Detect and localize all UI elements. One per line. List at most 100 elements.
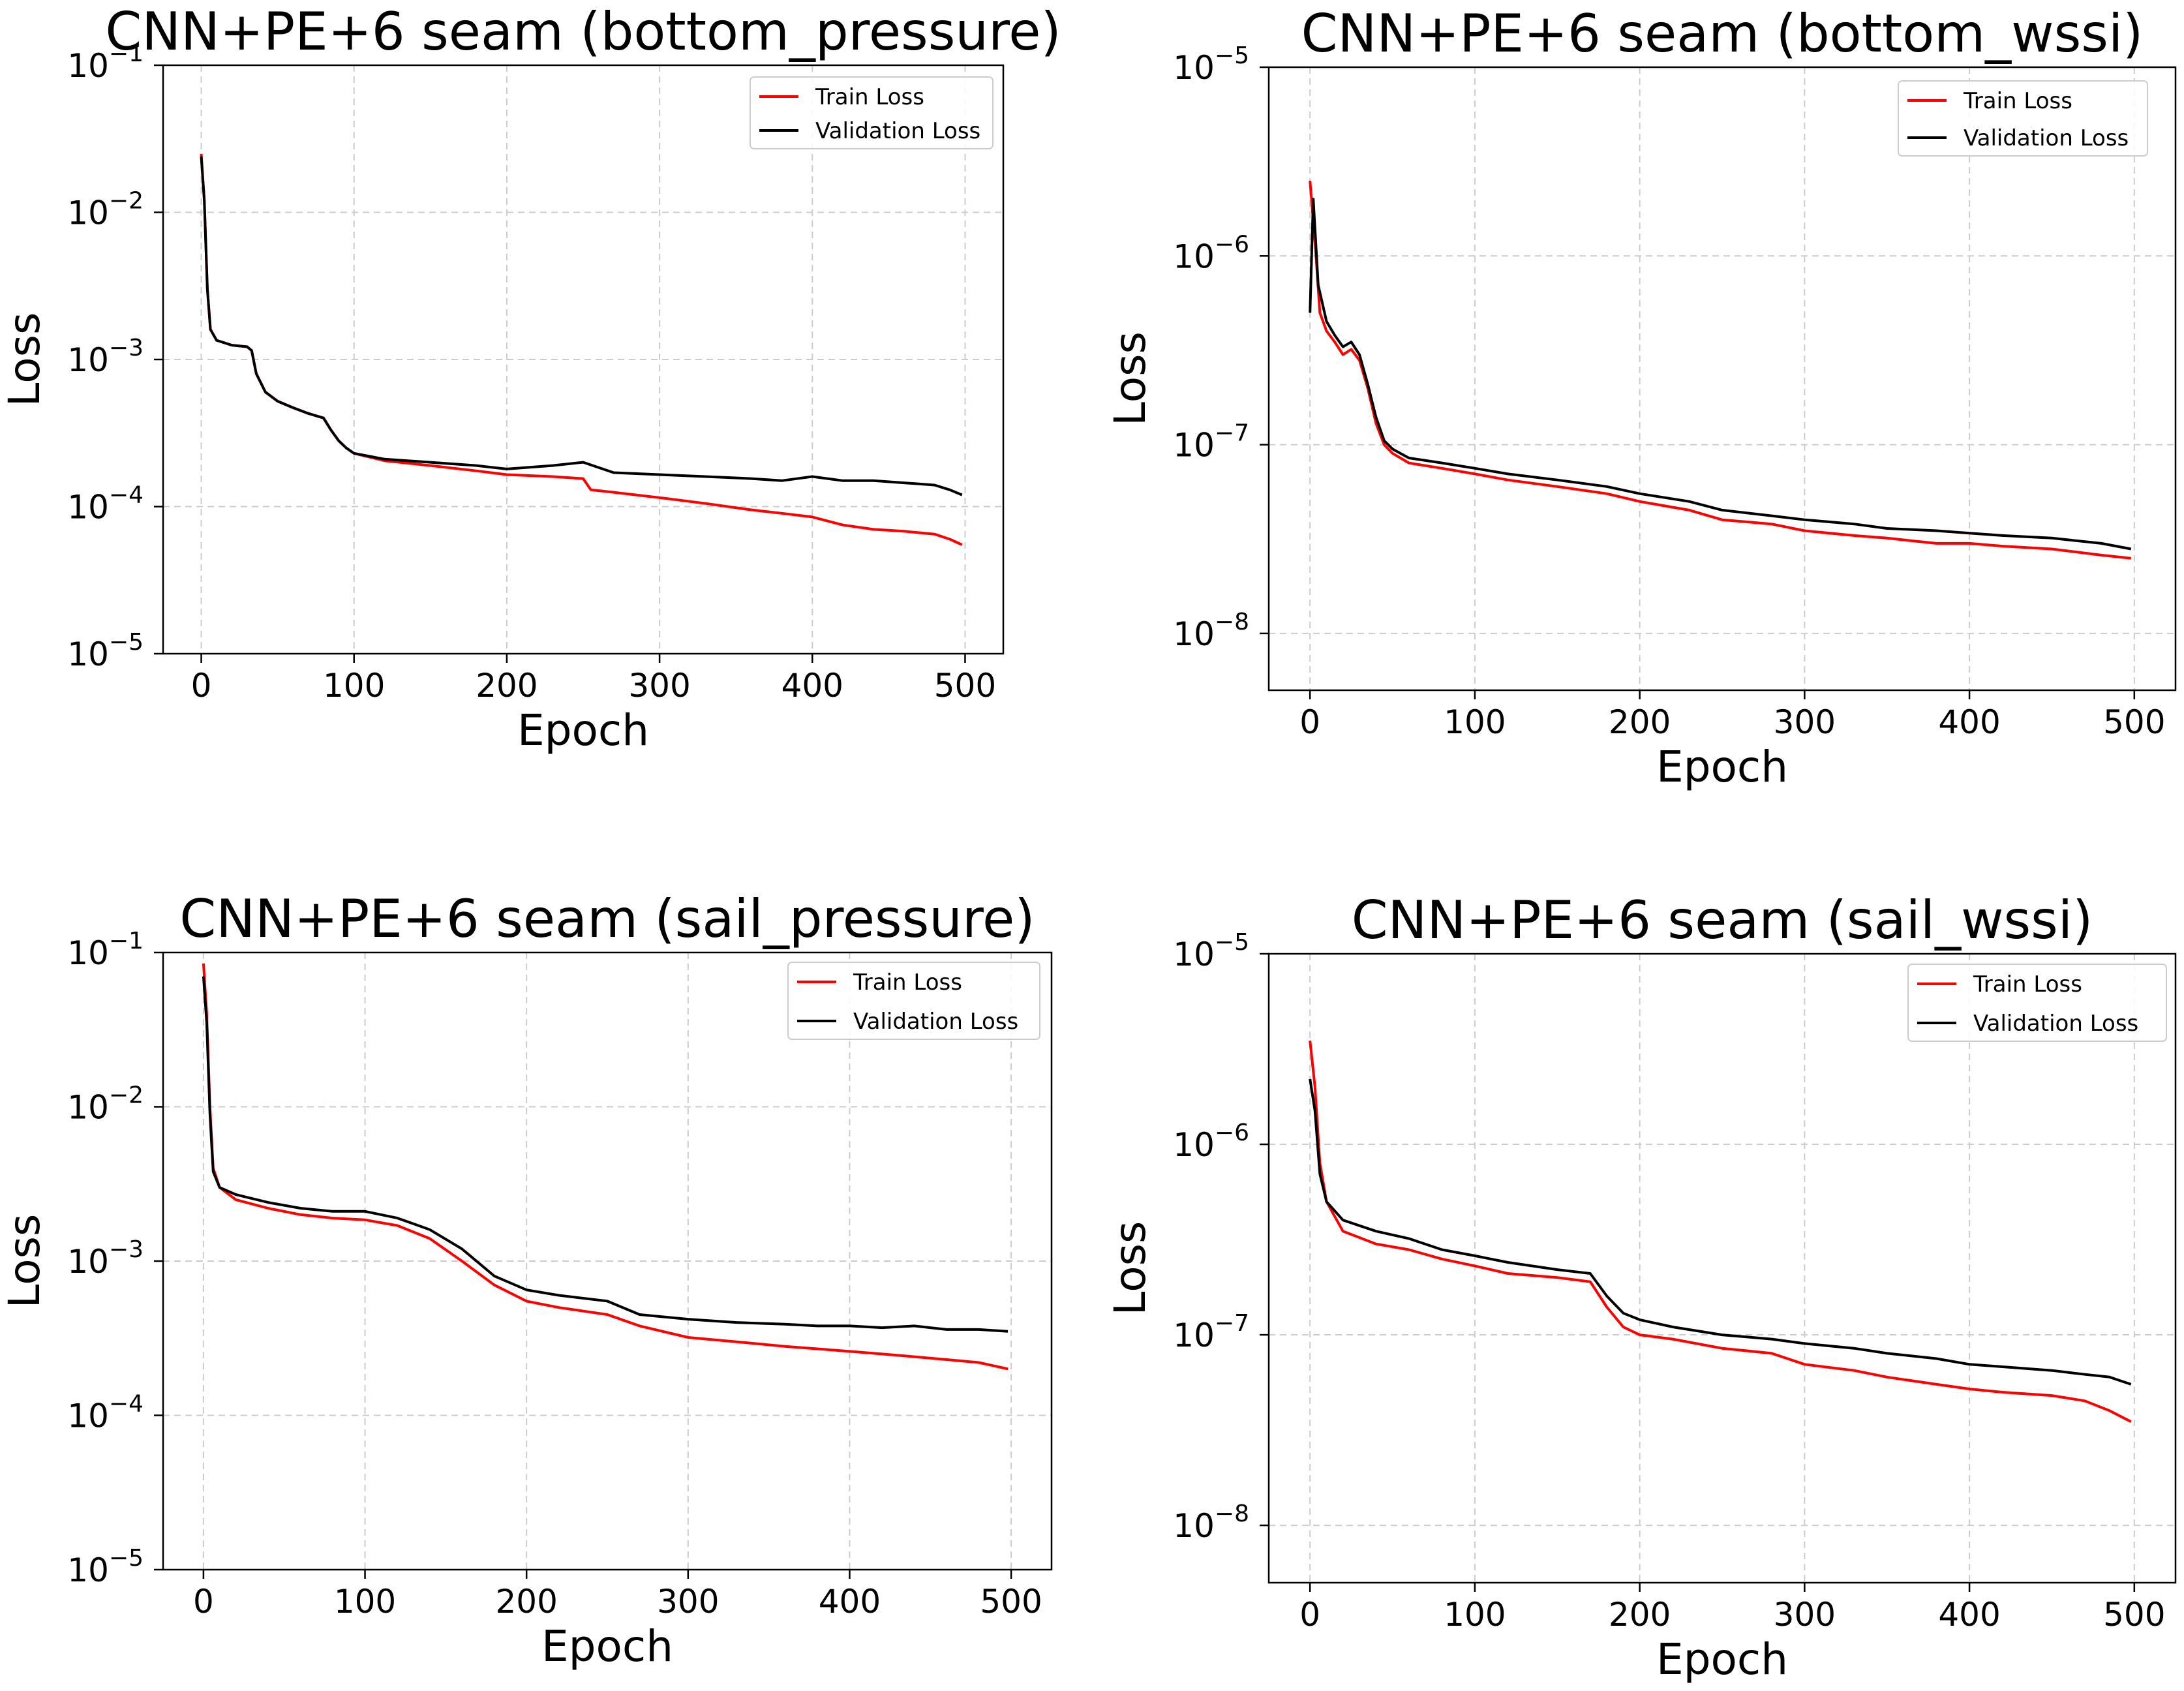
legend-box xyxy=(1907,964,2167,1042)
y-tick-exponent: −5 xyxy=(1215,929,1249,956)
y-tick-base: 10 xyxy=(67,194,109,232)
x-tick-label: 100 xyxy=(1444,1596,1506,1634)
chart-panel-1: 0 100 200 300 400 50010−510−410−310−210−1CNN+… xyxy=(0,1,1061,755)
x-tick-label: 200 xyxy=(1609,703,1671,741)
y-tick-exponent: −2 xyxy=(109,1082,144,1109)
y-tick-label: 10−1 xyxy=(67,40,144,85)
legend-label: Validation Loss xyxy=(1964,125,2129,151)
x-tick-label: 200 xyxy=(1609,1596,1671,1634)
y-tick-label: 10−5 xyxy=(67,629,144,673)
y-tick-base: 10 xyxy=(67,1089,109,1127)
x-tick-label: 500 xyxy=(934,667,996,705)
y-tick-label: 10−1 xyxy=(67,928,144,972)
legend-label: Train Loss xyxy=(815,84,924,110)
y-tick-exponent: −8 xyxy=(1215,1501,1249,1527)
legend-label: Validation Loss xyxy=(853,1009,1018,1035)
x-tick-label: 500 xyxy=(2103,1596,2165,1634)
legend: Train Loss Validation Loss xyxy=(1898,80,2148,157)
y-tick-label: 10−2 xyxy=(67,188,144,232)
chart-title: CNN+PE+6 seam (sail_wssi) xyxy=(1352,890,2093,951)
y-tick-exponent: −7 xyxy=(1215,420,1249,447)
y-tick-base: 10 xyxy=(67,1551,109,1589)
x-tick-label: 400 xyxy=(781,667,843,705)
x-tick-label: 400 xyxy=(1938,703,2000,741)
y-tick-label: 10−6 xyxy=(1173,231,1249,275)
series-line-validation xyxy=(1309,198,2132,551)
legend-label: Train Loss xyxy=(1963,88,2072,114)
x-tick-label: 300 xyxy=(628,667,690,705)
x-axis-label: Epoch xyxy=(517,705,649,755)
legend: Train Loss Validation Loss xyxy=(1907,964,2167,1042)
series-line-train xyxy=(1309,1040,2132,1423)
y-tick-exponent: −3 xyxy=(109,1236,144,1263)
y-tick-base: 10 xyxy=(67,1243,109,1281)
legend-label: Validation Loss xyxy=(815,118,980,144)
legend-box xyxy=(1898,80,2148,157)
y-axis-label: Loss xyxy=(0,312,50,407)
y-tick-base: 10 xyxy=(1173,615,1215,653)
y-tick-base: 10 xyxy=(1173,1126,1215,1164)
y-tick-label: 10−8 xyxy=(1173,1501,1249,1545)
chart-title: CNN+PE+6 seam (sail_pressure) xyxy=(179,889,1035,949)
y-tick-exponent: −1 xyxy=(109,928,144,954)
series-line-validation xyxy=(1309,1078,2132,1386)
x-tick-label: 100 xyxy=(334,1583,396,1621)
y-tick-label: 10−4 xyxy=(67,482,144,526)
x-tick-label: 500 xyxy=(980,1583,1042,1621)
x-tick-label: 400 xyxy=(1938,1596,2000,1634)
x-tick-label: 100 xyxy=(323,667,385,705)
y-tick-label: 10−3 xyxy=(67,1236,144,1281)
legend-box xyxy=(787,962,1040,1040)
y-tick-label: 10−7 xyxy=(1173,1310,1249,1354)
y-tick-exponent: −5 xyxy=(109,629,144,656)
x-tick-label: 300 xyxy=(1774,1596,1836,1634)
y-tick-label: 10−6 xyxy=(1173,1120,1249,1164)
y-tick-exponent: −5 xyxy=(109,1545,144,1572)
legend: Train Loss Validation Loss xyxy=(750,76,993,149)
legend: Train Loss Validation Loss xyxy=(787,962,1040,1040)
legend-label: Validation Loss xyxy=(1973,1011,2138,1037)
series-line-validation xyxy=(202,976,1009,1333)
y-tick-base: 10 xyxy=(67,489,109,526)
y-tick-label: 10−2 xyxy=(67,1082,144,1127)
y-tick-base: 10 xyxy=(1173,936,1215,973)
y-tick-base: 10 xyxy=(1173,237,1215,275)
y-tick-exponent: −2 xyxy=(109,188,144,215)
x-tick-label: 300 xyxy=(657,1583,719,1621)
x-axis-label: Epoch xyxy=(541,1621,673,1671)
series-line-train xyxy=(1309,181,2132,560)
x-axis-label: Epoch xyxy=(1656,742,1788,792)
x-tick-label: 100 xyxy=(1444,703,1506,741)
legend-label: Train Loss xyxy=(1973,971,2082,998)
y-tick-base: 10 xyxy=(1173,49,1215,87)
plot-frame xyxy=(1267,952,2177,1584)
y-tick-exponent: −8 xyxy=(1215,609,1249,635)
y-tick-exponent: −4 xyxy=(109,482,144,509)
x-axis-label: Epoch xyxy=(1656,1634,1788,1684)
y-tick-base: 10 xyxy=(67,1397,109,1435)
y-tick-label: 10−7 xyxy=(1173,420,1249,465)
y-tick-base: 10 xyxy=(67,635,109,673)
y-tick-exponent: −5 xyxy=(1215,42,1249,69)
legend-box xyxy=(750,76,993,149)
y-tick-base: 10 xyxy=(1173,1317,1215,1354)
series-line-validation xyxy=(200,156,963,496)
y-tick-label: 10−4 xyxy=(67,1391,144,1435)
y-tick-exponent: −6 xyxy=(1215,1120,1249,1146)
x-tick-label: 0 xyxy=(193,1583,214,1621)
y-tick-exponent: −6 xyxy=(1215,231,1249,258)
y-tick-label: 10−5 xyxy=(67,1545,144,1589)
y-tick-exponent: −3 xyxy=(109,335,144,361)
x-tick-label: 0 xyxy=(1299,1596,1320,1634)
y-axis-label: Loss xyxy=(0,1214,50,1309)
y-tick-base: 10 xyxy=(67,341,109,379)
y-tick-exponent: −7 xyxy=(1215,1310,1249,1337)
y-tick-base: 10 xyxy=(67,47,109,85)
legend-label: Train Loss xyxy=(853,969,962,996)
x-tick-label: 500 xyxy=(2103,703,2165,741)
chart-title: CNN+PE+6 seam (bottom_wssi) xyxy=(1301,3,2144,64)
